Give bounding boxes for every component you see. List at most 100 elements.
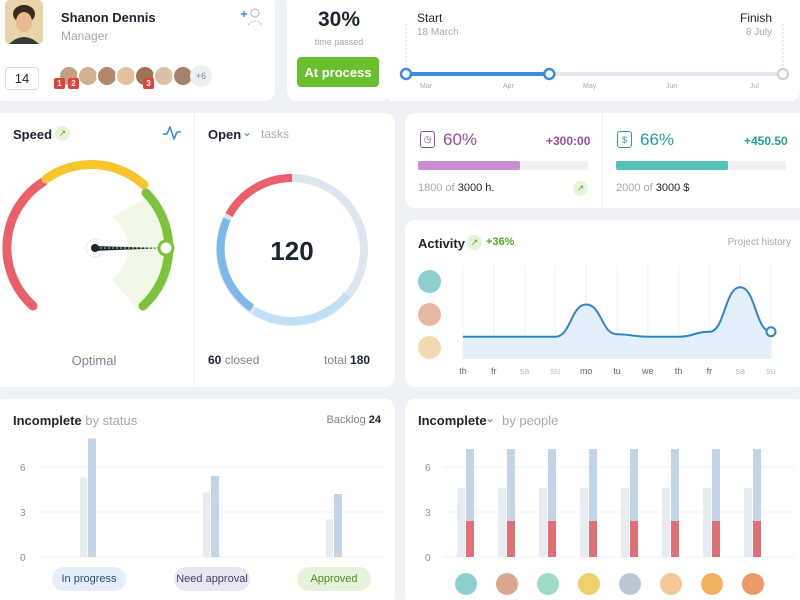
- person-avatar[interactable]: [455, 573, 477, 595]
- closed-label: closed: [224, 353, 260, 367]
- tasks-total-value: 120: [270, 236, 314, 266]
- timeline-start-handle[interactable]: [399, 67, 413, 81]
- person-avatar[interactable]: [578, 573, 600, 595]
- bar: [753, 449, 761, 521]
- hours-percent: 60%: [443, 130, 478, 149]
- money-caption: 2000 of 3000 $: [616, 182, 689, 194]
- bar: [671, 449, 679, 521]
- pulse-icon[interactable]: [162, 124, 182, 142]
- y-tick-label: 6: [20, 463, 26, 474]
- hours-delta: +300:00: [546, 134, 591, 148]
- incomplete-people-title[interactable]: Incomplete: [418, 413, 487, 428]
- profile-name: Shanon Dennis: [61, 10, 156, 25]
- total-num: 180: [350, 353, 371, 367]
- day-label: th: [459, 366, 467, 376]
- y-tick-label: 0: [425, 553, 431, 564]
- month-label: Apr: [503, 83, 514, 90]
- activity-avatar[interactable]: [418, 336, 441, 359]
- day-label: fr: [707, 366, 713, 376]
- person-avatar[interactable]: [537, 573, 559, 595]
- profile-role: Manager: [61, 29, 109, 43]
- backlog-label: Backlog: [326, 414, 366, 426]
- timeline-end-handle[interactable]: [777, 68, 789, 80]
- activity-area: [463, 287, 771, 359]
- speed-title: Speed: [13, 127, 53, 142]
- open-tasks-subtitle: tasks: [261, 127, 290, 141]
- trend-up-icon: ↗: [55, 126, 70, 141]
- person-avatar[interactable]: [619, 573, 641, 595]
- speed-tasks-card: Speed ↗ Optimal Open ⌄ tasks 120 60 clos…: [0, 113, 395, 387]
- person-avatar[interactable]: [742, 573, 764, 595]
- day-label: fr: [491, 366, 497, 376]
- time-caption: time passed: [314, 37, 364, 47]
- timeline-current-handle[interactable]: [543, 67, 556, 81]
- day-label: tu: [613, 366, 621, 376]
- time-percent: 30%: [317, 8, 361, 31]
- bar: [753, 521, 761, 557]
- bar: [662, 488, 670, 557]
- month-label: Mar: [420, 83, 433, 90]
- month-label: May: [583, 83, 597, 90]
- dollar-icon: $: [617, 131, 632, 148]
- incomplete-title: Incomplete: [13, 413, 82, 428]
- activity-avatar[interactable]: [418, 270, 441, 293]
- avatar-image: [5, 0, 43, 44]
- bar: [80, 477, 87, 557]
- person-avatar[interactable]: [496, 573, 518, 595]
- total-count: total 180: [324, 353, 370, 367]
- notification-badge: 3: [143, 78, 154, 89]
- person-avatar[interactable]: [701, 573, 723, 595]
- money-progress-fill: [616, 161, 729, 170]
- incomplete-status-card: Incomplete by status Backlog 24 6 3 0 In p…: [0, 399, 395, 600]
- in-progress-pill[interactable]: In progress: [52, 567, 126, 591]
- chevron-down-icon[interactable]: ⌄: [242, 125, 253, 139]
- y-tick-label: 3: [20, 508, 26, 519]
- hours-to: 3000 h.: [457, 182, 495, 194]
- bar: [466, 521, 474, 557]
- clock-icon: ◷: [420, 131, 435, 148]
- bar: [671, 521, 679, 557]
- closed-num: 60: [208, 353, 222, 367]
- incomplete-subtitle: by status: [85, 413, 138, 428]
- total-label: total: [324, 353, 347, 367]
- stats-card: ◷ 60% +300:00 1800 of 3000 h. ↗ $ 66% +4…: [405, 113, 800, 208]
- hours-progress: [418, 161, 588, 170]
- hours-progress-fill: [418, 161, 520, 170]
- add-user-icon[interactable]: [240, 6, 264, 28]
- finish-label: Finish: [739, 11, 772, 25]
- month-label: Jun: [666, 83, 678, 90]
- day-label: su: [551, 366, 561, 376]
- money-delta: +450.50: [744, 134, 788, 148]
- open-tasks-title[interactable]: Open: [208, 127, 242, 142]
- speed-gauge: [2, 160, 175, 311]
- bar: [498, 488, 506, 557]
- tasks-donut: [216, 173, 368, 326]
- activity-card: Activity ↗ +36% Project history th fr sa su…: [405, 220, 800, 387]
- backlog[interactable]: Backlog 24: [327, 414, 381, 426]
- day-label: su: [766, 366, 776, 376]
- at-process-button[interactable]: At process: [297, 57, 379, 87]
- notification-badge: 1: [54, 78, 65, 89]
- member-count[interactable]: 14: [5, 67, 39, 90]
- more-members-badge[interactable]: +6: [190, 65, 212, 87]
- day-label: we: [641, 366, 654, 376]
- chevron-down-icon[interactable]: ⌄: [485, 411, 496, 425]
- project-history-link[interactable]: Project history: [727, 237, 791, 248]
- bar: [457, 488, 465, 557]
- bar: [507, 449, 515, 521]
- day-label: sa: [735, 366, 745, 376]
- bar: [539, 488, 547, 557]
- person-avatar[interactable]: [660, 573, 682, 595]
- divider: [602, 113, 603, 208]
- activity-chart: th fr sa su mo tu we th fr sa su: [459, 265, 777, 376]
- approved-pill[interactable]: Approved: [297, 567, 371, 591]
- activity-avatar[interactable]: [418, 303, 441, 326]
- bar: [589, 521, 597, 557]
- need-approval-pill[interactable]: Need approval: [174, 567, 250, 591]
- money-from: 2000 of: [616, 182, 653, 194]
- bar: [88, 438, 96, 557]
- bar: [548, 521, 556, 557]
- bar: [548, 449, 556, 521]
- avatar[interactable]: [5, 0, 43, 44]
- team-avatars[interactable]: +6 1 2 3: [54, 65, 238, 89]
